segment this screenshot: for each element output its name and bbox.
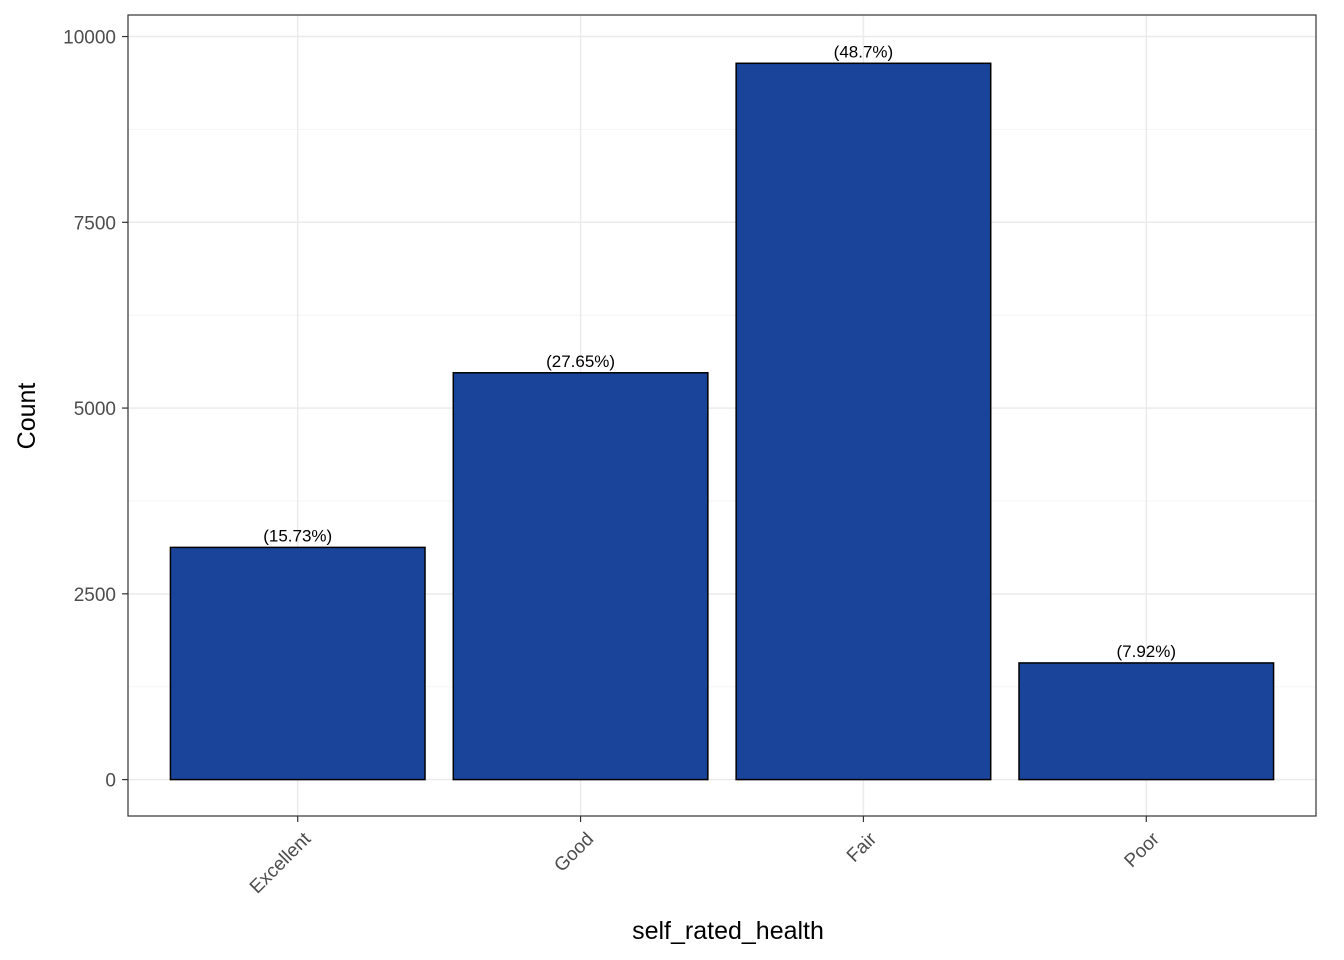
bars bbox=[169, 62, 1275, 781]
y-tick-label: 7500 bbox=[74, 213, 116, 234]
data-label: (7.92%) bbox=[1117, 642, 1177, 661]
panel-border bbox=[127, 14, 1317, 817]
x-tick-label: Fair bbox=[843, 828, 881, 866]
y-tick-label: 0 bbox=[105, 771, 116, 792]
bar-excellent bbox=[169, 546, 426, 781]
data-label: (27.65%) bbox=[546, 352, 615, 371]
y-axis-title: Count bbox=[13, 383, 41, 450]
x-axis-ticks: Excellent Good Fair Poor bbox=[246, 816, 1164, 898]
bar-fair bbox=[735, 62, 992, 781]
y-tick-label: 5000 bbox=[74, 399, 116, 420]
x-tick-label: Good bbox=[550, 829, 598, 877]
bar-good bbox=[452, 372, 709, 781]
x-axis-title: self_rated_health bbox=[632, 917, 824, 945]
data-label: (48.7%) bbox=[834, 42, 894, 61]
data-label: (15.73%) bbox=[263, 526, 332, 545]
y-axis-ticks: 0 2500 5000 7500 10000 bbox=[63, 28, 128, 792]
x-tick-label: Poor bbox=[1121, 828, 1165, 872]
x-tick-label: Excellent bbox=[246, 828, 316, 898]
y-tick-label: 10000 bbox=[63, 28, 116, 49]
data-labels: (15.73%) (27.65%) (48.7%) (7.92%) bbox=[263, 42, 1176, 661]
y-tick-label: 2500 bbox=[74, 585, 116, 606]
bar-poor bbox=[1018, 662, 1275, 781]
